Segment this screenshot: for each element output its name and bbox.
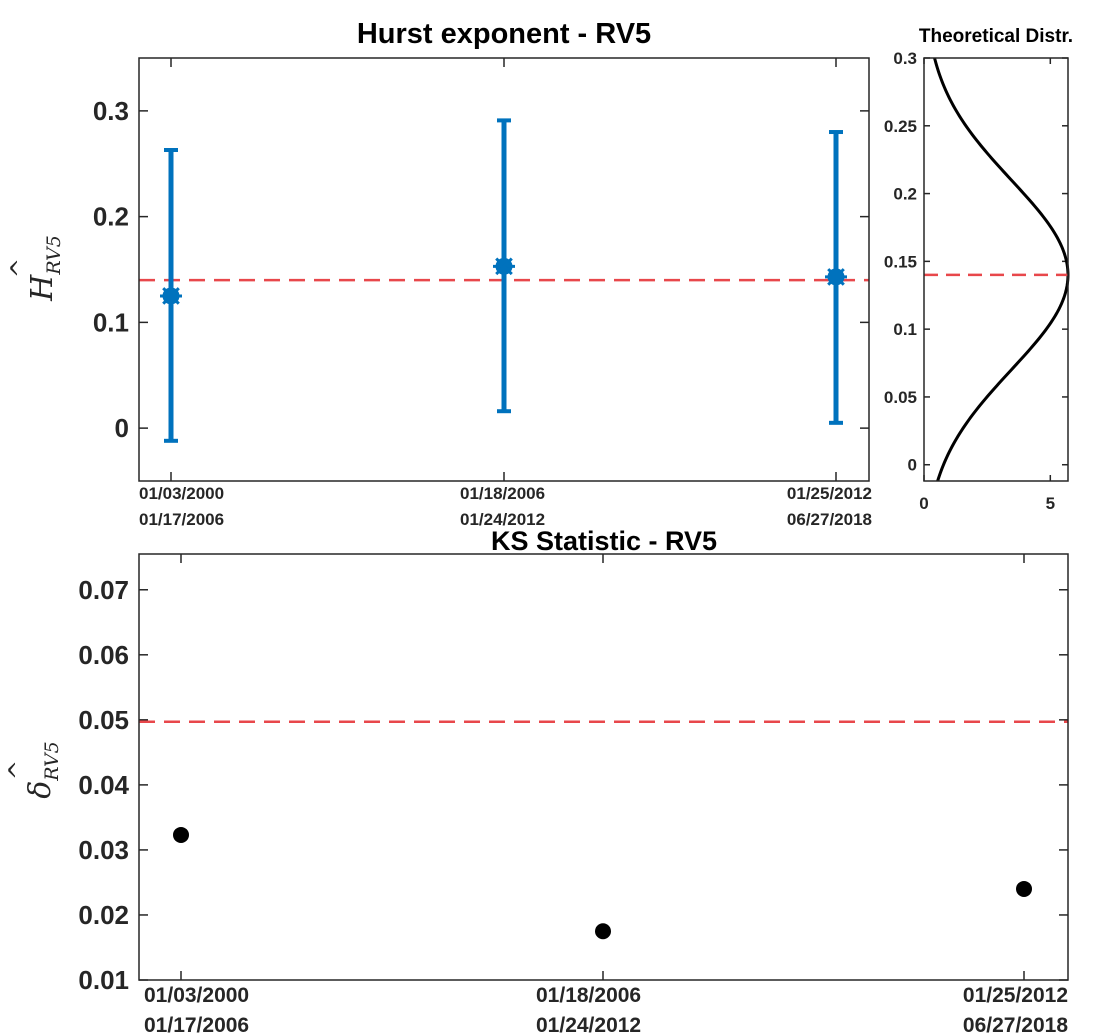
y-tick-label: 0.15 bbox=[884, 252, 917, 271]
data-point bbox=[1016, 880, 1032, 897]
y-tick-label: 0.04 bbox=[78, 770, 129, 800]
y-tick-label: 0.01 bbox=[78, 965, 129, 995]
y-tick-label: 0.1 bbox=[93, 307, 129, 337]
ks-panel: KS Statistic - RV5 δRV5 ^ 0.01 0.02 0.03 0.… bbox=[4, 526, 1069, 1036]
ks-y-label: δRV5 bbox=[23, 741, 63, 799]
y-tick-label: 0.05 bbox=[78, 705, 129, 735]
x-tick-label: 0 bbox=[919, 494, 928, 513]
x-tick-label: 01/24/2012 bbox=[536, 1014, 641, 1036]
x-tick-label: 01/25/2012 bbox=[787, 484, 872, 503]
density-curve bbox=[933, 57, 1070, 482]
x-tick-label: 5 bbox=[1046, 494, 1055, 513]
y-tick-label: 0 bbox=[115, 413, 129, 443]
y-tick-label: 0 bbox=[908, 456, 917, 475]
data-point-ray bbox=[495, 257, 513, 276]
y-tick-label: 0.07 bbox=[78, 575, 129, 605]
hurst-title: Hurst exponent - RV5 bbox=[357, 18, 651, 50]
x-tick-label: 06/27/2018 bbox=[787, 510, 872, 529]
x-tick-label: 06/27/2018 bbox=[963, 1014, 1068, 1036]
hurst-axes-box bbox=[138, 57, 870, 482]
ks-axes-box bbox=[138, 553, 1069, 981]
x-tick-label: 01/03/2000 bbox=[144, 984, 249, 1007]
x-tick-label: 01/17/2006 bbox=[139, 510, 224, 529]
data-point bbox=[173, 826, 189, 843]
data-point-ray bbox=[162, 287, 180, 305]
y-tick-label: 0.25 bbox=[884, 117, 917, 136]
hurst-panel: Hurst exponent - RV5 HRV5 ^ 0 0.1 0.2 0.3 01… bbox=[6, 18, 872, 529]
x-tick-label: 01/18/2006 bbox=[536, 984, 641, 1007]
y-tick-label: 0.02 bbox=[78, 900, 129, 930]
y-tick-label: 0.05 bbox=[884, 388, 917, 407]
x-tick-label: 01/24/2012 bbox=[460, 510, 545, 529]
data-point-ray bbox=[827, 268, 845, 286]
hurst-y-label: HRV5 bbox=[25, 235, 65, 302]
ks-title: KS Statistic - RV5 bbox=[491, 526, 717, 556]
y-tick-label: 0.2 bbox=[893, 185, 917, 204]
y-tick-label: 0.03 bbox=[78, 835, 129, 865]
x-tick-label: 01/18/2006 bbox=[460, 484, 545, 503]
y-tick-label: 0.1 bbox=[893, 320, 917, 339]
y-tick-label: 0.2 bbox=[93, 202, 129, 232]
x-tick-label: 01/25/2012 bbox=[963, 984, 1068, 1007]
distribution-panel: Theoretical Distr. 0 0.05 0.1 0.15 0.2 0.25 0.… bbox=[884, 26, 1073, 513]
ks-y-label-accent: ^ bbox=[4, 760, 32, 780]
distribution-axes-box bbox=[923, 57, 1069, 482]
distribution-title: Theoretical Distr. bbox=[919, 26, 1073, 47]
y-tick-label: 0.3 bbox=[893, 49, 917, 68]
x-tick-label: 01/03/2000 bbox=[139, 484, 224, 503]
y-tick-label: 0.06 bbox=[78, 640, 129, 670]
hurst-y-label-accent: ^ bbox=[6, 258, 34, 278]
y-tick-label: 0.3 bbox=[93, 96, 129, 126]
x-tick-label: 01/17/2006 bbox=[144, 1014, 249, 1036]
data-point bbox=[595, 923, 611, 940]
